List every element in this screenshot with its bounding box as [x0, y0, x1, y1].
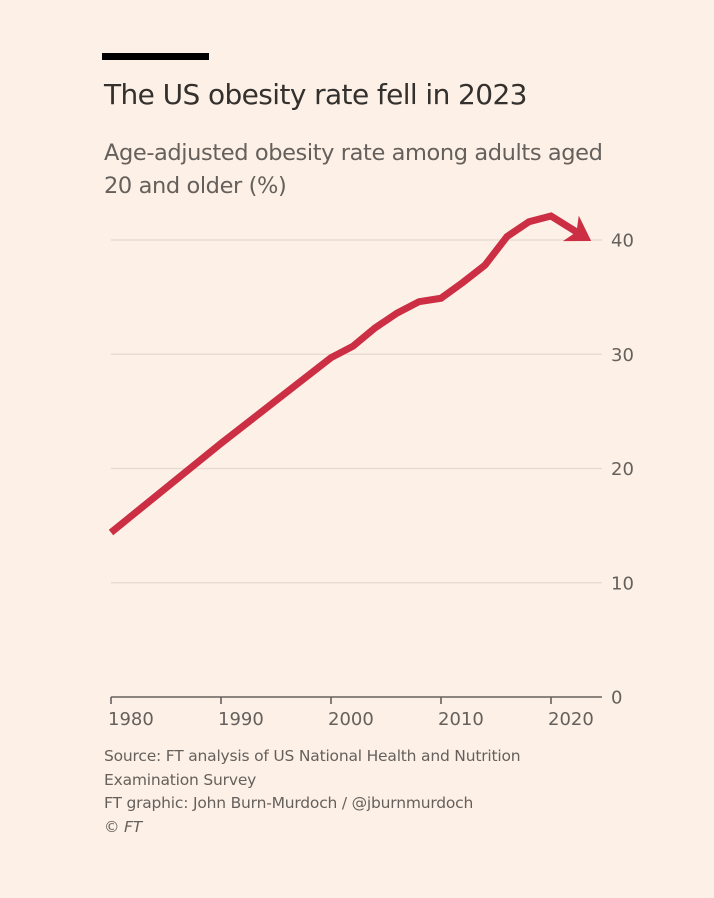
y-tick-label-20: 20	[611, 459, 634, 480]
chart-title: The US obesity rate fell in 2023	[104, 78, 528, 111]
chart-subtitle: Age-adjusted obesity rate among adults a…	[104, 140, 603, 199]
y-tick-label-30: 30	[611, 345, 634, 366]
header-accent-bar	[102, 53, 209, 60]
x-tick-label-2020: 2020	[548, 709, 594, 730]
source-note: Source: FT analysis of US National Healt…	[104, 747, 521, 789]
y-tick-label-40: 40	[611, 231, 634, 252]
x-tick-label-1990: 1990	[218, 709, 264, 730]
footer: Source: FT analysis of US National Healt…	[104, 745, 574, 839]
x-tick-label-1980: 1980	[108, 709, 154, 730]
graphic-credit: FT graphic: John Burn-Murdoch / @jburnmu…	[104, 794, 474, 812]
y-axis-labels: 0 10 20 30 40	[611, 231, 634, 709]
x-axis: 1980 1990 2000 2010 2020	[108, 696, 602, 730]
x-tick-label-2000: 2000	[328, 709, 374, 730]
y-tick-label-0: 0	[611, 688, 622, 709]
copyright: © FT	[104, 817, 143, 836]
gridlines	[111, 239, 602, 584]
y-tick-label-10: 10	[611, 573, 634, 594]
arrowhead-icon	[562, 215, 592, 242]
x-tick-label-2010: 2010	[438, 709, 484, 730]
series-group	[108, 212, 592, 536]
series-line	[108, 212, 580, 536]
